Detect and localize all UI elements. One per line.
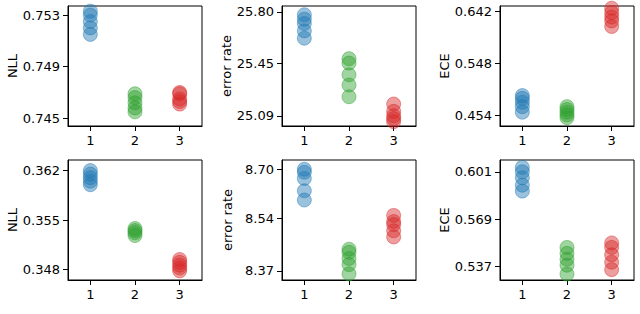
svg-text:0.745: 0.745 bbox=[23, 111, 60, 126]
svg-text:3: 3 bbox=[608, 133, 616, 148]
svg-text:0.753: 0.753 bbox=[23, 8, 60, 23]
svg-text:25.80: 25.80 bbox=[237, 4, 274, 19]
svg-text:0.601: 0.601 bbox=[455, 164, 492, 179]
svg-text:0.569: 0.569 bbox=[455, 212, 492, 227]
svg-text:NLL: NLL bbox=[5, 53, 20, 78]
svg-text:1: 1 bbox=[300, 133, 308, 148]
svg-text:0.537: 0.537 bbox=[455, 259, 492, 274]
svg-text:2: 2 bbox=[345, 133, 353, 148]
svg-text:8.70: 8.70 bbox=[245, 162, 274, 177]
svg-text:0.749: 0.749 bbox=[23, 59, 60, 74]
svg-text:2: 2 bbox=[131, 287, 139, 302]
svg-text:8.54: 8.54 bbox=[245, 211, 274, 226]
svg-text:25.09: 25.09 bbox=[237, 108, 274, 123]
svg-text:1: 1 bbox=[518, 287, 526, 302]
svg-text:1: 1 bbox=[518, 133, 526, 148]
svg-text:0.642: 0.642 bbox=[455, 4, 492, 19]
svg-text:25.45: 25.45 bbox=[237, 56, 274, 71]
svg-text:2: 2 bbox=[563, 287, 571, 302]
svg-text:3: 3 bbox=[390, 133, 398, 148]
svg-text:2: 2 bbox=[345, 287, 353, 302]
svg-text:2: 2 bbox=[131, 133, 139, 148]
svg-text:1: 1 bbox=[86, 287, 94, 302]
svg-text:0.355: 0.355 bbox=[23, 213, 60, 228]
svg-text:3: 3 bbox=[176, 133, 184, 148]
svg-text:0.548: 0.548 bbox=[455, 56, 492, 71]
svg-text:2: 2 bbox=[563, 133, 571, 148]
svg-text:3: 3 bbox=[608, 287, 616, 302]
svg-text:NLL: NLL bbox=[5, 207, 20, 232]
svg-text:ECE: ECE bbox=[437, 53, 452, 79]
svg-text:error rate: error rate bbox=[220, 189, 235, 251]
svg-text:ECE: ECE bbox=[437, 207, 452, 233]
svg-text:0.362: 0.362 bbox=[23, 163, 60, 178]
svg-text:1: 1 bbox=[86, 133, 94, 148]
svg-text:1: 1 bbox=[300, 287, 308, 302]
svg-text:0.348: 0.348 bbox=[23, 262, 60, 277]
svg-text:3: 3 bbox=[176, 287, 184, 302]
svg-text:0.454: 0.454 bbox=[455, 108, 492, 123]
svg-text:error rate: error rate bbox=[219, 35, 234, 97]
svg-text:3: 3 bbox=[390, 287, 398, 302]
svg-text:8.37: 8.37 bbox=[245, 263, 274, 278]
